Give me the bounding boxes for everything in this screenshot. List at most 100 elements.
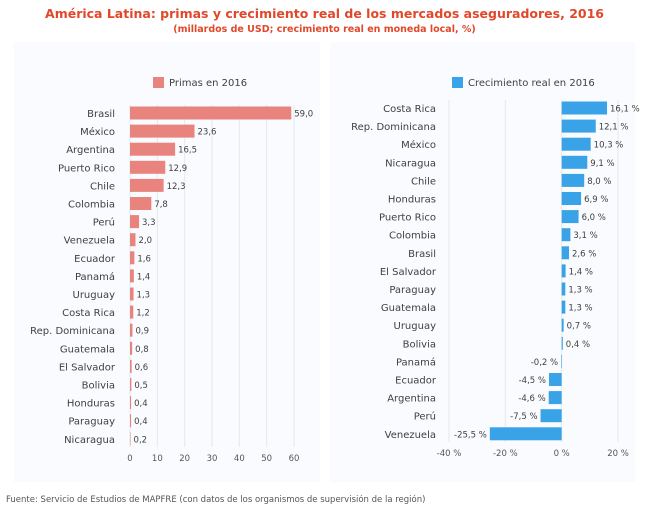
crecimiento-category-label: México (401, 139, 436, 151)
primas-value-label: 0,9 (135, 327, 149, 337)
primas-value-label: 1,4 (137, 272, 151, 282)
primas-bar (130, 323, 133, 337)
crecimiento-legend-label: Crecimiento real en 2016 (468, 78, 595, 89)
primas-value-label: 3,3 (142, 218, 156, 228)
primas-bar (130, 269, 134, 283)
crecimiento-bar (540, 409, 562, 423)
primas-category-label: Panamá (75, 271, 115, 283)
primas-bar (130, 414, 132, 428)
primas-bar (130, 396, 132, 410)
primas-category-label: Perú (93, 217, 115, 229)
primas-value-label: 7,8 (154, 200, 168, 210)
primas-category-label: Bolivia (82, 381, 115, 392)
primas-value-label: 0,2 (134, 435, 148, 445)
crecimiento-value-label: 1,3 % (568, 286, 592, 296)
crecimiento-category-label: Venezuela (385, 430, 436, 441)
primas-value-label: 0,4 (134, 417, 148, 427)
crecimiento-value-label: -7,5 % (510, 412, 537, 422)
chart-panel-crecimiento (330, 42, 635, 482)
crecimiento-tick-label: -20 % (493, 449, 518, 459)
primas-tick-label: 50 (261, 454, 272, 464)
crecimiento-category-label: Panamá (396, 356, 436, 368)
crecimiento-category-label: Ecuador (395, 376, 437, 387)
primas-category-label: Costa Rica (62, 308, 115, 319)
crecimiento-category-label: Bolivia (403, 339, 436, 350)
primas-category-label: Uruguay (73, 290, 116, 301)
primas-tick-label: 0 (127, 454, 132, 464)
primas-bar (130, 432, 131, 446)
primas-value-label: 0,6 (135, 363, 149, 373)
crecimiento-category-label: Argentina (387, 394, 436, 405)
crecimiento-bar (561, 192, 582, 205)
crecimiento-category-label: Brasil (408, 249, 436, 260)
crecimiento-bar (561, 137, 591, 151)
primas-category-label: Honduras (67, 399, 115, 410)
crecimiento-bar (548, 391, 562, 405)
primas-legend-label: Primas en 2016 (169, 78, 247, 89)
crecimiento-value-label: 2,6 % (572, 249, 596, 259)
crecimiento-category-label: Nicaragua (385, 158, 436, 169)
primas-bar (130, 178, 164, 192)
crecimiento-value-label: -25,5 % (454, 430, 487, 440)
crecimiento-value-label: 6,0 % (582, 213, 606, 223)
primas-category-label: Rep. Dominicana (30, 326, 115, 337)
source-note: Fuente: Servicio de Estudios de MAPFRE (… (6, 495, 426, 505)
crecimiento-bar (561, 228, 571, 242)
primas-category-label: Puerto Rico (58, 163, 115, 174)
chart-subtitle: (millardos de USD; crecimiento real en m… (173, 24, 476, 35)
primas-category-label: Brasil (87, 109, 115, 120)
crecimiento-tick-label: -40 % (437, 449, 462, 459)
primas-bar (130, 160, 166, 174)
primas-bar (130, 341, 133, 355)
primas-value-label: 0,5 (134, 381, 148, 391)
primas-bar (130, 124, 195, 138)
crecimiento-bar (561, 246, 569, 260)
crecimiento-bar (561, 173, 585, 187)
crecimiento-legend-swatch (452, 77, 463, 88)
crecimiento-value-label: 9,1 % (590, 159, 614, 169)
crecimiento-category-label: Paraguay (389, 285, 436, 296)
crecimiento-bar (561, 336, 563, 350)
primas-value-label: 16,5 (178, 146, 197, 156)
primas-value-label: 59,0 (294, 110, 313, 120)
crecimiento-value-label: 8,0 % (587, 177, 611, 187)
crecimiento-value-label: 16,1 % (610, 105, 640, 115)
primas-value-label: 1,2 (136, 309, 150, 319)
crecimiento-category-label: Costa Rica (383, 104, 436, 115)
crecimiento-bar (561, 318, 564, 332)
primas-bar (130, 197, 152, 210)
chart-title: América Latina: primas y crecimiento rea… (45, 6, 604, 21)
crecimiento-tick-label: 0 % (554, 449, 570, 459)
primas-bar (130, 287, 134, 301)
crecimiento-value-label: 0,4 % (566, 340, 590, 350)
primas-category-label: Colombia (68, 200, 115, 211)
primas-bar (130, 378, 132, 391)
primas-bar (130, 233, 136, 247)
primas-tick-label: 30 (207, 454, 218, 464)
primas-value-label: 12,3 (167, 182, 186, 192)
crecimiento-category-label: Colombia (389, 231, 436, 242)
primas-value-label: 1,6 (137, 254, 151, 264)
primas-bar (130, 359, 132, 373)
crecimiento-value-label: 10,3 % (594, 141, 624, 151)
crecimiento-category-label: El Salvador (380, 267, 437, 278)
crecimiento-bar (561, 264, 566, 278)
primas-bar (130, 305, 134, 319)
primas-bar (130, 142, 176, 156)
primas-value-label: 23,6 (198, 128, 217, 138)
crecimiento-category-label: Rep. Dominicana (351, 122, 436, 133)
crecimiento-bar (489, 427, 562, 441)
crecimiento-value-label: -4,6 % (518, 394, 545, 404)
primas-bar (130, 251, 135, 265)
crecimiento-value-label: -0,2 % (531, 358, 558, 368)
primas-value-label: 2,0 (138, 236, 152, 246)
crecimiento-value-label: 12,1 % (599, 123, 629, 133)
primas-category-label: Ecuador (74, 254, 116, 265)
crecimiento-category-label: Puerto Rico (379, 213, 436, 224)
primas-category-label: Argentina (66, 145, 115, 156)
crecimiento-category-label: Perú (414, 411, 436, 423)
primas-legend-swatch (153, 77, 164, 88)
crecimiento-tick-label: 20 % (607, 449, 629, 459)
crecimiento-bar (548, 373, 562, 386)
primas-tick-label: 60 (289, 454, 300, 464)
